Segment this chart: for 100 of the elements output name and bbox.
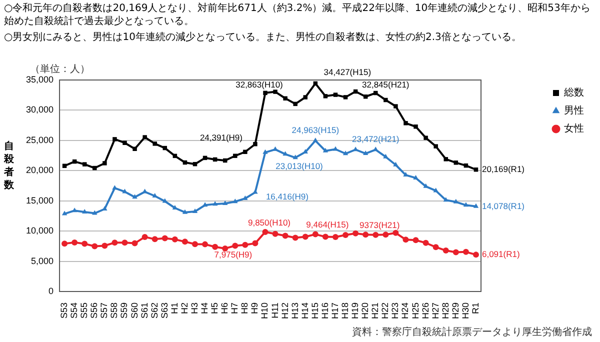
point (162, 198, 168, 203)
point (292, 154, 298, 160)
y-tick-label: 0 (48, 286, 54, 296)
x-tick-label: H8 (240, 302, 250, 314)
point (192, 241, 198, 248)
point (252, 189, 258, 194)
x-tick-label: H6 (220, 302, 230, 314)
point (182, 209, 188, 214)
point (102, 242, 108, 249)
x-tick-label: H13 (290, 302, 300, 320)
point (182, 238, 188, 245)
point (122, 240, 128, 246)
point (414, 124, 418, 129)
point (142, 135, 147, 140)
x-tick-label: S55 (79, 302, 90, 319)
point (473, 203, 479, 208)
x-tick-label: H24 (400, 302, 410, 320)
point (312, 138, 318, 142)
legend-label: 男性 (564, 104, 584, 117)
point (463, 202, 469, 207)
annotation: 9373(H21) (360, 220, 400, 230)
point (424, 136, 428, 140)
x-tick-label: H27 (430, 302, 440, 320)
point (252, 240, 258, 246)
y-tick-label: 25,000 (26, 134, 54, 145)
y-tick-label: 35,000 (26, 74, 54, 84)
x-tick-label: H26 (420, 302, 430, 320)
point (302, 234, 308, 240)
point (412, 237, 419, 244)
point (233, 154, 238, 158)
point (62, 210, 68, 216)
x-tick-label: R1 (470, 302, 480, 314)
point (454, 160, 458, 165)
x-tick-label: H16 (320, 302, 330, 320)
point (273, 90, 278, 94)
x-tick-label: H25 (410, 302, 420, 320)
point (343, 95, 348, 100)
y-tick-label: 30,000 (26, 104, 54, 115)
y-tick-label: 15,000 (26, 195, 54, 206)
chart-subtitle: ○男女別にみると、男性は10年連続の減少となっている。また、男性の自殺者数は、女性の約2.3倍となっている。 (4, 31, 522, 44)
x-tick-label: H3 (189, 302, 200, 314)
point (262, 228, 268, 235)
annotation: 34,427(H15) (324, 66, 372, 77)
point (413, 174, 418, 180)
y-tick-label: 10,000 (26, 226, 54, 236)
annotation: 16,416(H9) (266, 192, 309, 202)
point (243, 150, 248, 154)
x-tick-label: S56 (89, 302, 100, 319)
point (212, 201, 218, 206)
x-tick-label: S57 (99, 302, 110, 319)
point (253, 142, 258, 146)
point (192, 208, 198, 213)
annotation: 7,975(H9) (214, 250, 252, 260)
point (92, 243, 98, 250)
point (452, 249, 459, 256)
point (434, 144, 438, 148)
annotation: 6,091(R1) (482, 249, 520, 260)
x-tick-label: H2 (179, 302, 190, 314)
x-tick-label: H23 (390, 302, 400, 320)
point (322, 148, 328, 152)
point (333, 92, 338, 97)
point (222, 245, 228, 252)
annotation: 14,078(R1) (482, 200, 525, 211)
x-tick-label: H4 (200, 302, 210, 314)
y-tick-label: 5,000 (30, 256, 54, 266)
point (142, 234, 148, 240)
point (384, 98, 388, 102)
point (432, 244, 439, 250)
point (92, 166, 97, 170)
point (312, 231, 318, 238)
legend-label: 女性 (564, 122, 584, 135)
annotation: 23,472(H21) (352, 134, 400, 144)
point (402, 236, 409, 243)
point (283, 96, 288, 101)
annotation: 32,845(H21) (362, 79, 410, 90)
x-tick-label: H9 (250, 302, 260, 314)
point (222, 200, 228, 206)
point (342, 150, 348, 156)
chart-title: ○令和元年の自殺者数は20,169人となり、対前年比671人（約3.2%）減。平成22年以降、10年連続の減少となり、昭和53年から始めた自殺統計で過去最少となっている。 (4, 2, 592, 28)
x-tick-label: H5 (210, 302, 220, 314)
x-tick-label: H15 (310, 302, 320, 320)
point (472, 252, 479, 258)
point (82, 162, 87, 166)
y-tick-label: 20,000 (26, 165, 54, 176)
point (152, 142, 157, 146)
point (352, 230, 359, 236)
annotation: 24,963(H15) (292, 124, 340, 135)
text: （単位：人） (30, 63, 90, 76)
point (322, 234, 328, 240)
point (394, 104, 398, 108)
annotation: 20,169(R1) (482, 164, 525, 174)
x-tick-label: S53 (59, 302, 70, 319)
x-tick-label: H20 (360, 302, 370, 320)
x-tick-label: S61 (139, 302, 150, 319)
point (172, 236, 178, 242)
point (132, 240, 138, 246)
x-tick-label: S62 (149, 302, 160, 319)
point (293, 102, 298, 106)
point (374, 90, 378, 96)
x-tick-label: H12 (280, 302, 290, 320)
